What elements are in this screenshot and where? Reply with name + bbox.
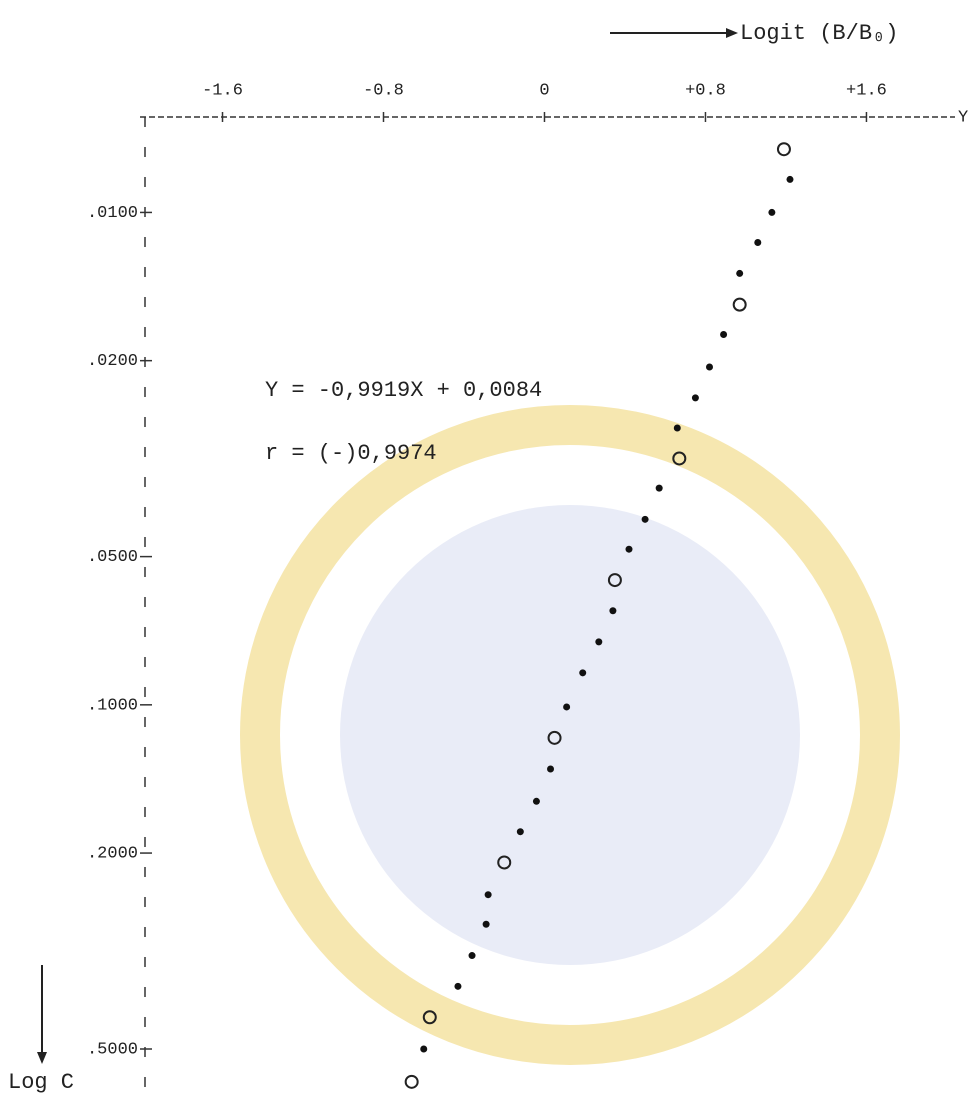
fit-point	[720, 331, 727, 338]
correlation: r = (-)0,9974	[265, 441, 437, 466]
fit-point	[483, 921, 490, 928]
page: Logit (B/B₀) Log C Y Y = -0,9919X + 0,00…	[0, 0, 973, 1100]
chart: Logit (B/B₀) Log C Y Y = -0,9919X + 0,00…	[0, 0, 973, 1100]
fit-point	[563, 703, 570, 710]
fit-point	[626, 546, 633, 553]
x-tick-label: +1.6	[846, 81, 887, 100]
y-tick-label: .5000	[87, 1040, 138, 1059]
x-axis-label: Logit (B/B₀)	[740, 21, 898, 46]
fit-point	[533, 798, 540, 805]
fit-point	[656, 485, 663, 492]
x-tick-label: -1.6	[202, 81, 243, 100]
x-tick-label: -0.8	[363, 81, 404, 100]
watermark-seal	[340, 505, 800, 965]
x-arrow-head	[726, 28, 738, 38]
fit-point	[706, 363, 713, 370]
fit-point	[485, 891, 492, 898]
fit-point	[547, 766, 554, 773]
equation: Y = -0,9919X + 0,0084	[265, 378, 542, 403]
fit-point	[768, 209, 775, 216]
y-axis-label: Log C	[8, 1070, 74, 1095]
data-point	[778, 143, 790, 155]
fit-point	[579, 669, 586, 676]
fit-point	[642, 516, 649, 523]
data-point	[734, 299, 746, 311]
y-tick-label: .1000	[87, 696, 138, 715]
fit-point	[609, 607, 616, 614]
fit-point	[517, 828, 524, 835]
fit-point	[469, 952, 476, 959]
fit-point	[786, 176, 793, 183]
x-tick-label: +0.8	[685, 81, 726, 100]
y-tick-label: .0200	[87, 352, 138, 371]
fit-point	[454, 983, 461, 990]
fit-point	[754, 239, 761, 246]
fit-point	[595, 638, 602, 645]
fit-point	[420, 1045, 427, 1052]
data-point	[406, 1076, 418, 1088]
fit-point	[736, 270, 743, 277]
x-tick-label: 0	[539, 81, 549, 100]
axis-end-label: Y	[958, 108, 968, 127]
fit-point	[674, 424, 681, 431]
y-tick-label: .0100	[87, 204, 138, 223]
y-tick-label: .2000	[87, 845, 138, 864]
y-arrow-head	[37, 1052, 47, 1064]
y-tick-label: .0500	[87, 548, 138, 567]
fit-point	[692, 394, 699, 401]
